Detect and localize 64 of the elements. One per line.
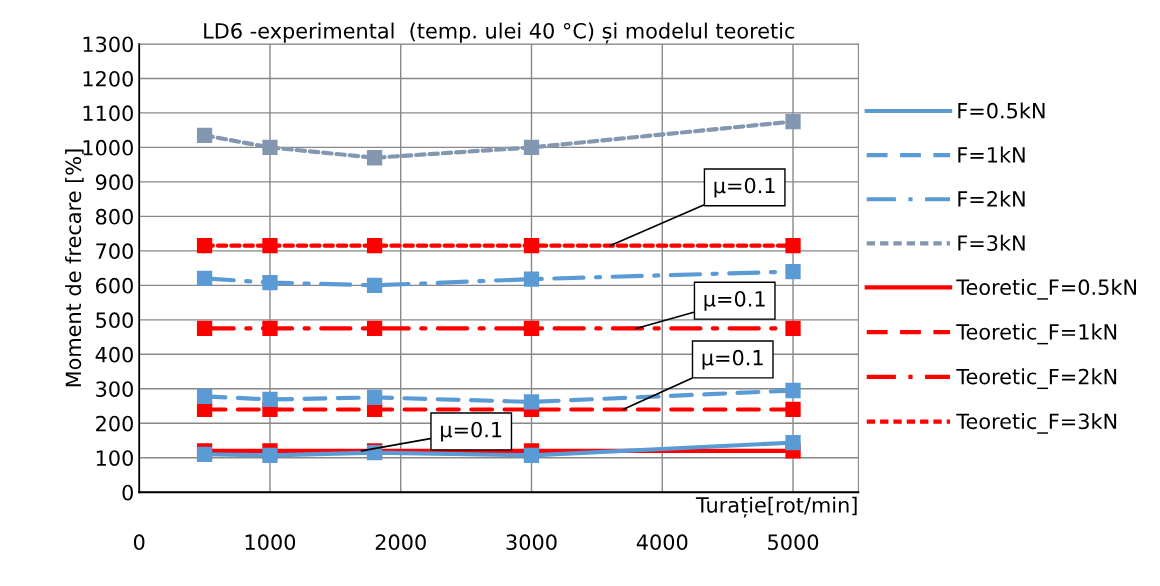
x-tick-label: 5000 [768,534,819,551]
point [785,382,801,399]
y-tick-label: 700 [96,243,133,260]
y-tick-label: 200 [96,415,133,432]
y-tick-label: 1300 [83,36,133,53]
point [523,394,540,410]
point [262,139,278,156]
annotation: μ=0.1 [702,349,763,370]
y-tick-label: 300 [96,381,133,397]
annotation: μ=0.1 [441,421,502,442]
y-tick-label: 0 [122,484,133,501]
x-tick-label: 1000 [245,534,296,551]
point [523,271,540,287]
legend-label: Teoretic_F=2kN [956,368,1117,390]
annotation: μ=0.1 [714,177,775,198]
point [262,238,278,254]
legend-label: F=1kN [958,146,1025,163]
y-axis-title: Moment de frecare [%] [65,149,84,387]
legend-label: F=0.5kN [958,102,1045,119]
point [366,277,383,293]
point [262,447,278,463]
x-tick-label: 4000 [636,534,688,551]
point [196,388,213,405]
x-axis-title: Turație[rot/min] [695,496,857,518]
x-tick-label: 2000 [375,534,426,551]
point [785,113,801,130]
point [523,139,540,156]
point [366,238,383,254]
y-tick-label: 400 [95,346,133,363]
legend-label: Teoretic_F=1kN [956,323,1117,345]
y-tick-label: 1200 [83,70,133,87]
point [785,401,801,418]
y-tick-label: 600 [96,277,133,294]
point [523,320,540,337]
point [523,238,540,254]
point [523,447,540,463]
annotation: μ=0.1 [704,290,765,311]
legend-label: Teoretic_F=0.5kN [956,278,1136,300]
legend-label: Teoretic_F=3kN [956,413,1117,434]
point [262,391,278,408]
point [785,434,801,451]
legend-label: F=3kN [958,234,1025,251]
point [196,127,213,143]
y-tick-label: 1000 [83,139,133,156]
point [262,320,278,337]
y-tick-label: 100 [96,450,133,466]
x-tick-label: 0 [133,534,145,551]
y-tick-label: 500 [96,312,133,329]
point [366,150,383,166]
chart-title: LD6 -experimental (temp. ulei 40 °C) și modelul teoretic [204,22,795,44]
y-tick-label: 900 [95,174,133,191]
y-tick-label: 1100 [83,105,133,122]
point [785,320,801,337]
point [262,274,278,291]
legend-label: F=2kN [958,190,1025,207]
point [785,238,801,254]
point [196,238,213,254]
point [196,320,213,337]
point [366,320,383,337]
point [196,270,213,287]
point [785,263,801,280]
y-tick-label: 800 [95,208,133,225]
point [366,389,383,406]
x-tick-label: 3000 [506,534,557,551]
